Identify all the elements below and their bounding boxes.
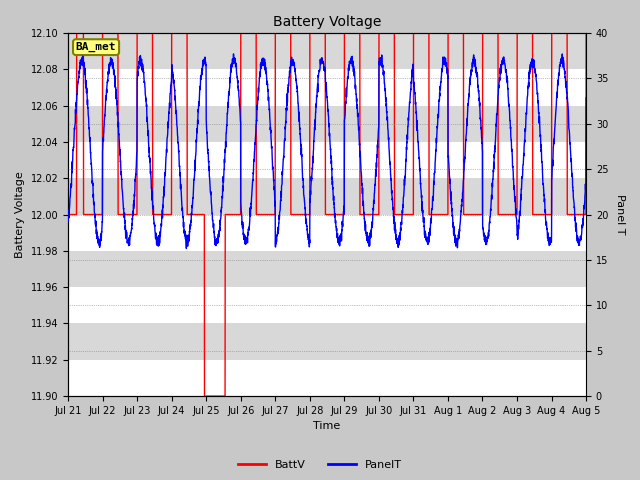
Title: Battery Voltage: Battery Voltage bbox=[273, 15, 381, 29]
Bar bbox=[68, 215, 586, 251]
Bar bbox=[68, 287, 586, 324]
Text: BA_met: BA_met bbox=[76, 42, 116, 52]
Y-axis label: Battery Voltage: Battery Voltage bbox=[15, 171, 25, 258]
Bar bbox=[68, 69, 586, 106]
Bar bbox=[68, 142, 586, 178]
Legend: BattV, PanelT: BattV, PanelT bbox=[234, 456, 406, 474]
Y-axis label: Panel T: Panel T bbox=[615, 194, 625, 235]
Bar bbox=[68, 360, 586, 396]
X-axis label: Time: Time bbox=[314, 421, 340, 432]
